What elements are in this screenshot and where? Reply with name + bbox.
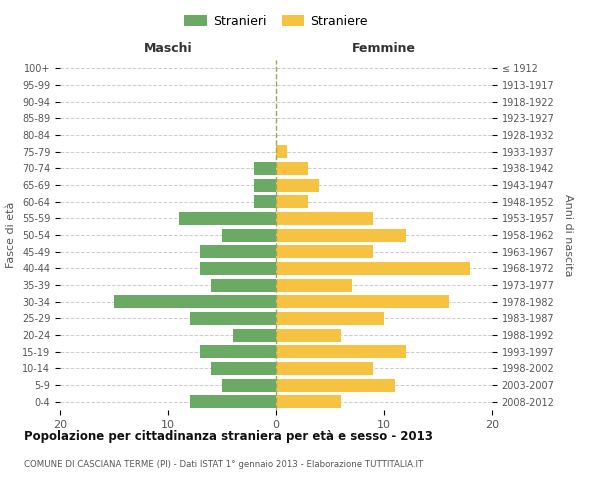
Bar [200,345,276,358]
Bar [276,228,406,241]
Y-axis label: Anni di nascita: Anni di nascita [563,194,573,276]
Bar [222,378,276,392]
Bar [276,395,341,408]
Bar [276,295,449,308]
Bar [276,212,373,225]
Bar [276,162,308,175]
Bar [233,328,276,342]
Text: Femmine: Femmine [352,42,416,55]
Bar [254,195,276,208]
Bar [254,162,276,175]
Bar [222,228,276,241]
Bar [200,262,276,275]
Bar [211,278,276,291]
Bar [276,278,352,291]
Bar [276,245,373,258]
Bar [276,262,470,275]
Bar [276,178,319,192]
Bar [276,145,287,158]
Bar [190,395,276,408]
Bar [276,312,384,325]
Bar [200,245,276,258]
Bar [211,362,276,375]
Bar [276,378,395,392]
Text: Maschi: Maschi [143,42,193,55]
Bar [276,362,373,375]
Bar [179,212,276,225]
Legend: Stranieri, Straniere: Stranieri, Straniere [181,11,371,32]
Bar [114,295,276,308]
Bar [276,328,341,342]
Bar [276,345,406,358]
Y-axis label: Fasce di età: Fasce di età [7,202,16,268]
Bar [190,312,276,325]
Text: Popolazione per cittadinanza straniera per età e sesso - 2013: Popolazione per cittadinanza straniera p… [24,430,433,443]
Bar [276,195,308,208]
Text: COMUNE DI CASCIANA TERME (PI) - Dati ISTAT 1° gennaio 2013 - Elaborazione TUTTIT: COMUNE DI CASCIANA TERME (PI) - Dati IST… [24,460,423,469]
Bar [254,178,276,192]
